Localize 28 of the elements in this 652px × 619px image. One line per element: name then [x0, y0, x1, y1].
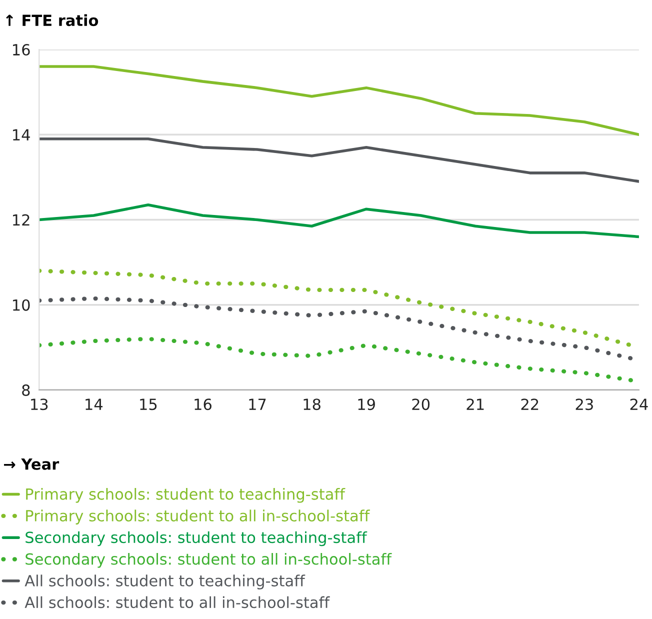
x-tick-label: 24 [630, 398, 648, 410]
y-tick-label: 16 [13, 44, 30, 56]
line-series [39, 203, 639, 238]
x-tick-label: 16 [194, 398, 212, 410]
y-axis-title: ↑ FTE ratio [6, 14, 98, 26]
x-tick-label: 23 [576, 398, 593, 410]
x-tick-label: 14 [86, 398, 103, 410]
y-tick-label: 12 [13, 214, 30, 226]
x-tick-label: 20 [412, 398, 430, 410]
x-tick-label: 13 [31, 398, 48, 410]
legend-label: Primary schools: student to all in-school-staff [26, 510, 370, 524]
x-axis-title: → Year [4, 458, 60, 470]
x-tick-label: 19 [358, 398, 375, 410]
legend-label: Primary schools: student to teaching-staff [26, 488, 346, 503]
legend-label: All schools: student to all in-school-staff [24, 596, 330, 608]
x-tick-label: 18 [304, 398, 320, 410]
x-tick-label: 17 [249, 398, 266, 410]
x-tick-label: 22 [521, 398, 538, 410]
line-series [39, 138, 639, 183]
x-tick-label: 21 [466, 398, 484, 410]
y-tick-label: 14 [13, 129, 30, 140]
legend-label: Secondary schools: student to all in-school-staff [26, 552, 392, 568]
y-tick-label: 8 [22, 384, 30, 396]
legend-label: Secondary schools: student to teaching-staff [26, 531, 368, 546]
y-tick-label: 10 [13, 299, 30, 311]
line-series [39, 65, 639, 136]
legend-label: All schools: student to teaching-staff [24, 574, 306, 590]
x-tick-label: 15 [140, 398, 157, 410]
